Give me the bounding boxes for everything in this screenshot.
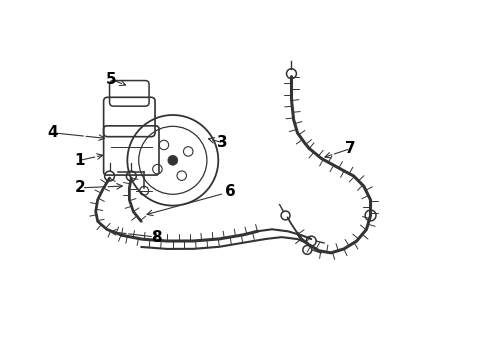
Text: 2: 2: [74, 180, 85, 195]
Text: 4: 4: [47, 125, 58, 140]
Circle shape: [167, 156, 178, 165]
Text: 3: 3: [217, 135, 227, 150]
Text: 5: 5: [106, 72, 117, 87]
Text: 8: 8: [150, 230, 161, 244]
Text: 1: 1: [75, 153, 85, 168]
Text: 6: 6: [224, 184, 235, 199]
Text: 7: 7: [345, 141, 355, 156]
